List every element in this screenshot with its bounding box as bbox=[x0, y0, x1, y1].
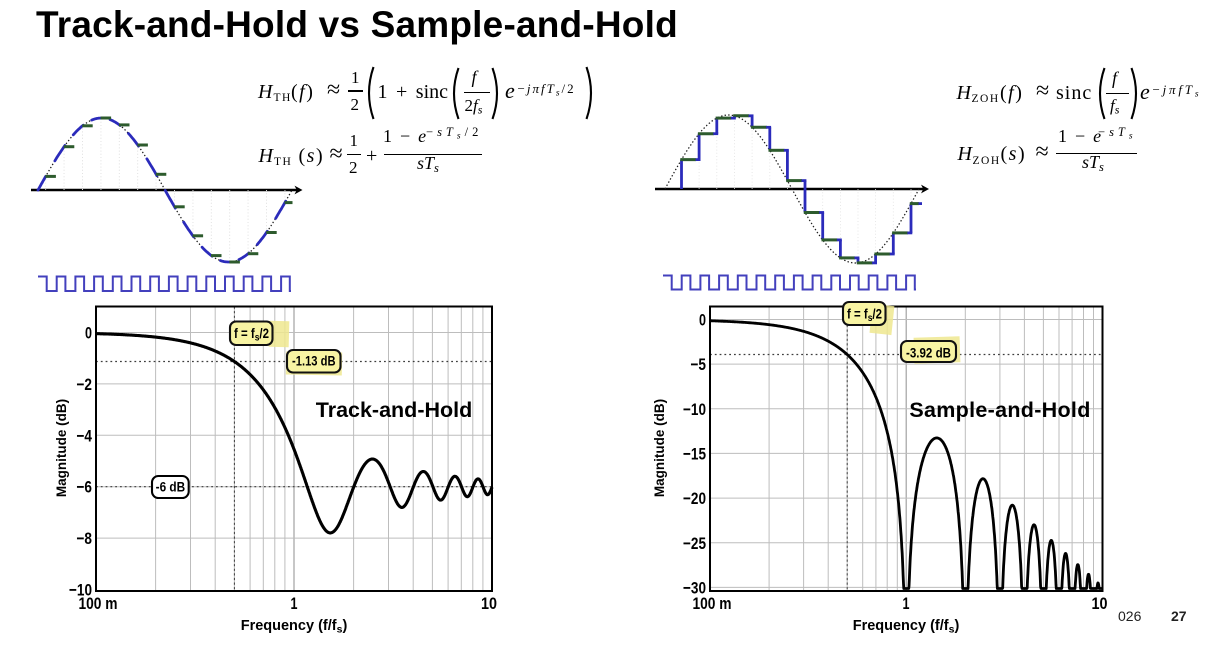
svg-text:−20: −20 bbox=[683, 489, 706, 508]
svg-text:100 m: 100 m bbox=[79, 594, 118, 613]
svg-text:10: 10 bbox=[481, 594, 497, 613]
svg-text:Sample-and-Hold: Sample-and-Hold bbox=[909, 398, 1090, 422]
svg-text:100 m: 100 m bbox=[693, 594, 732, 613]
svg-text:−6: −6 bbox=[77, 478, 93, 497]
svg-text:−2: −2 bbox=[77, 375, 93, 394]
svg-text:−8: −8 bbox=[77, 529, 93, 548]
svg-text:f = fs/2: f = fs/2 bbox=[234, 326, 269, 344]
svg-text:−10: −10 bbox=[69, 581, 92, 600]
svg-text:Magnitude (dB): Magnitude (dB) bbox=[652, 399, 667, 497]
svg-text:f = fs/2: f = fs/2 bbox=[847, 307, 882, 325]
svg-text:Track-and-Hold: Track-and-Hold bbox=[316, 398, 473, 422]
svg-text:-6 dB: -6 dB bbox=[156, 479, 186, 494]
svg-text:Frequency (f/fs): Frequency (f/fs) bbox=[853, 618, 960, 636]
svg-text:−10: −10 bbox=[683, 400, 706, 419]
svg-text:Frequency (f/fs): Frequency (f/fs) bbox=[241, 618, 348, 636]
svg-text:1: 1 bbox=[903, 594, 910, 613]
svg-text:−5: −5 bbox=[691, 355, 707, 374]
svg-text:10: 10 bbox=[1092, 594, 1108, 613]
svg-text:Magnitude (dB): Magnitude (dB) bbox=[54, 399, 69, 497]
svg-text:-3.92 dB: -3.92 dB bbox=[906, 345, 951, 360]
svg-text:0: 0 bbox=[699, 311, 706, 330]
svg-text:1: 1 bbox=[291, 594, 298, 613]
svg-text:−4: −4 bbox=[77, 426, 93, 445]
svg-text:−30: −30 bbox=[683, 578, 706, 597]
svg-text:0: 0 bbox=[85, 324, 92, 343]
svg-text:−15: −15 bbox=[683, 444, 706, 463]
svg-text:−25: −25 bbox=[683, 534, 706, 553]
svg-text:-1.13 dB: -1.13 dB bbox=[292, 353, 336, 368]
